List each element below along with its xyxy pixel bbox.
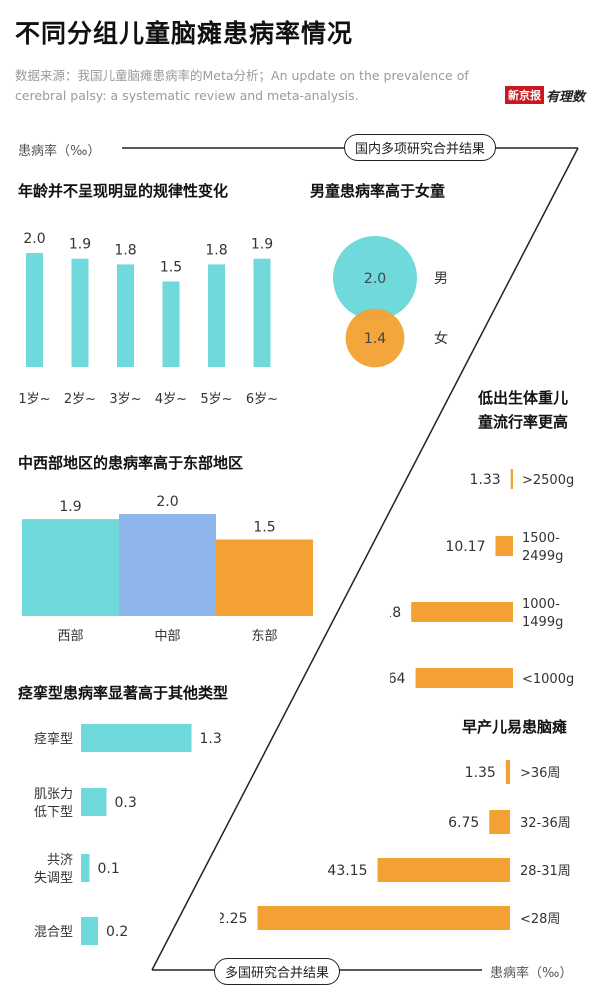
gender-value-label: 1.4 bbox=[364, 331, 386, 347]
age-bar bbox=[162, 281, 180, 367]
age-category-label: 3岁~ bbox=[109, 392, 141, 407]
region-bar bbox=[119, 514, 216, 616]
type-value-label: 0.1 bbox=[98, 861, 120, 877]
birthweight-title-line-2: 童流行率更高 bbox=[478, 413, 569, 431]
age-chart: 2.0 1岁~ 1.9 2岁~ 1.8 3岁~ 1.5 4岁~ 1.8 5岁~ 1.9 6岁~ bbox=[18, 231, 278, 407]
type-bar bbox=[81, 917, 98, 945]
birthweight-chart-title: 低出生体重儿 童流行率更高 bbox=[478, 386, 568, 434]
region-category-label: 东部 bbox=[251, 629, 277, 644]
age-bar bbox=[253, 258, 271, 367]
preterm-category-label: 28-31周 bbox=[520, 864, 571, 879]
preterm-category-label: <28周 bbox=[520, 912, 560, 927]
birthweight-category-label: <1000g bbox=[522, 672, 574, 687]
type-bar bbox=[81, 724, 192, 752]
gender-value-label: 2.0 bbox=[364, 271, 386, 287]
age-bar bbox=[26, 253, 43, 367]
age-bar bbox=[208, 264, 225, 367]
region-category-label: 中部 bbox=[154, 629, 180, 644]
birthweight-value-label: 10.17 bbox=[445, 539, 485, 555]
age-category-label: 5岁~ bbox=[200, 392, 232, 407]
type-value-label: 0.2 bbox=[106, 924, 128, 940]
preterm-category-label: >36周 bbox=[520, 766, 560, 781]
preterm-category-label: 32-36周 bbox=[520, 816, 571, 831]
gender-category-label: 男 bbox=[434, 271, 448, 287]
age-value-label: 1.5 bbox=[160, 260, 182, 276]
age-value-label: 1.8 bbox=[114, 242, 136, 258]
region-value-label: 1.5 bbox=[253, 520, 275, 536]
type-category-label: 痉挛型 bbox=[34, 731, 73, 747]
international-results-pill: 多国研究合并结果 bbox=[214, 958, 341, 985]
preterm-bar bbox=[505, 760, 510, 784]
type-bar bbox=[81, 854, 90, 882]
type-category-label: 肌张力 bbox=[34, 787, 73, 802]
birthweight-bar bbox=[495, 536, 513, 556]
age-category-label: 2岁~ bbox=[64, 392, 96, 407]
domestic-results-pill: 国内多项研究合并结果 bbox=[344, 134, 497, 161]
preterm-value-label: 82.25 bbox=[220, 911, 247, 927]
age-value-label: 1.9 bbox=[69, 237, 91, 253]
birthweight-value-label: 1.33 bbox=[470, 472, 501, 488]
region-chart: 1.9 西部 2.0 中部 1.5 东部 bbox=[22, 494, 313, 644]
gender-chart: 2.0 男 1.4 女 bbox=[333, 236, 448, 368]
region-bar bbox=[22, 519, 119, 616]
preterm-chart: 1.35 >36周 6.75 32-36周 43.15 28-31周 82.25 <28周 bbox=[220, 760, 571, 930]
type-category-label: 低下型 bbox=[34, 805, 73, 820]
logo-column: 有理数 bbox=[546, 89, 586, 105]
birthweight-category-label: 1000- bbox=[522, 597, 560, 612]
birthweight-bar bbox=[510, 469, 513, 489]
birthweight-title-line-1: 低出生体重儿 bbox=[478, 389, 569, 407]
unit-label-top: 患病率（‰） bbox=[18, 144, 101, 159]
type-category-label: 混合型 bbox=[34, 925, 73, 940]
gender-chart-title: 男童患病率高于女童 bbox=[310, 182, 446, 200]
publisher-logo: 新京报 有理数 bbox=[505, 86, 586, 105]
preterm-chart-title: 早产儿易患脑瘫 bbox=[462, 718, 568, 736]
birthweight-chart: 1.33 >2500g 10.17 1500- 2499g 59.18 1000- 1499g… bbox=[390, 469, 574, 688]
logo-newspaper: 新京报 bbox=[505, 86, 544, 104]
preterm-bar bbox=[257, 906, 510, 930]
type-category-label: 共济 bbox=[47, 853, 73, 868]
preterm-bar bbox=[377, 858, 510, 882]
region-value-label: 2.0 bbox=[156, 494, 178, 510]
birthweight-value-label: 56.64 bbox=[390, 671, 406, 687]
region-value-label: 1.9 bbox=[59, 499, 81, 515]
region-bar bbox=[216, 539, 313, 616]
birthweight-bar bbox=[415, 668, 513, 688]
unit-label-bottom: 患病率（‰） bbox=[490, 966, 573, 981]
age-category-label: 4岁~ bbox=[155, 392, 187, 407]
male-bubble bbox=[333, 236, 417, 320]
preterm-value-label: 43.15 bbox=[327, 863, 367, 879]
age-category-label: 6岁~ bbox=[246, 392, 278, 407]
type-bar bbox=[81, 788, 107, 816]
page-title: 不同分组儿童脑瘫患病率情况 bbox=[15, 19, 354, 48]
age-value-label: 1.8 bbox=[205, 242, 227, 258]
data-source: 数据来源：我国儿童脑瘫患病率的Meta分析；An update on the p… bbox=[15, 68, 469, 103]
preterm-value-label: 1.35 bbox=[465, 765, 496, 781]
birthweight-category-label: 1500- bbox=[522, 531, 560, 546]
age-value-label: 2.0 bbox=[23, 231, 45, 247]
age-chart-title: 年龄并不呈现明显的规律性变化 bbox=[18, 182, 229, 200]
region-chart-title: 中西部地区的患病率高于东部地区 bbox=[18, 454, 244, 472]
type-chart-title: 痉挛型患病率显著高于其他类型 bbox=[18, 684, 229, 702]
preterm-bar bbox=[489, 810, 510, 834]
age-value-label: 1.9 bbox=[251, 237, 273, 253]
age-bar bbox=[117, 264, 134, 367]
birthweight-category-label: 1499g bbox=[522, 615, 563, 630]
age-category-label: 1岁~ bbox=[18, 392, 50, 407]
birthweight-bar bbox=[411, 602, 513, 622]
preterm-value-label: 6.75 bbox=[448, 815, 479, 831]
type-value-label: 1.3 bbox=[200, 731, 222, 747]
region-category-label: 西部 bbox=[57, 629, 83, 644]
gender-category-label: 女 bbox=[434, 330, 448, 347]
female-bubble bbox=[345, 308, 405, 368]
type-category-label: 失调型 bbox=[34, 871, 73, 886]
birthweight-value-label: 59.18 bbox=[390, 605, 401, 621]
age-bar bbox=[71, 258, 89, 367]
birthweight-category-label: 2499g bbox=[522, 549, 563, 564]
birthweight-category-label: >2500g bbox=[522, 473, 574, 488]
type-value-label: 0.3 bbox=[115, 795, 137, 811]
